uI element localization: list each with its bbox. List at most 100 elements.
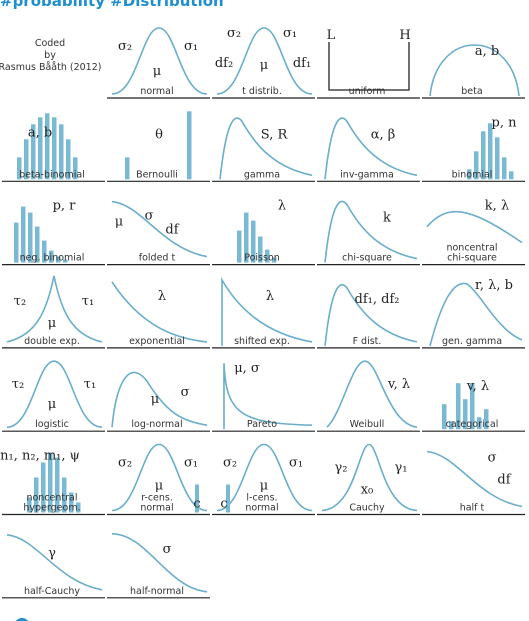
bar-icon: [24, 139, 29, 180]
bar-icon: [55, 457, 60, 513]
distribution-name: double exp.: [24, 336, 80, 347]
parameter-label: μ: [151, 392, 159, 407]
parameter-label: n₁, n₂, m₁, ψ: [0, 449, 80, 464]
density-curve: [219, 117, 313, 180]
distribution-name: shifted exp.: [234, 336, 290, 347]
bar-icon: [27, 497, 32, 513]
distribution-name: uniform: [349, 86, 386, 97]
credit: by: [44, 50, 56, 61]
distribution-name: exponential: [129, 336, 185, 347]
bar-icon: [484, 409, 489, 430]
density-curve: [223, 363, 313, 430]
distribution-cell: λ exponential: [107, 281, 210, 349]
parameter-label: v, λ: [387, 377, 410, 392]
parameter-label: μ: [260, 479, 268, 494]
bar-icon: [125, 157, 130, 180]
distribution-cell: v, λ Weibull: [317, 360, 420, 432]
distribution-cell: σ₂ μ σ₁ normal: [107, 27, 210, 99]
bar-icon: [488, 123, 493, 180]
distribution-cell: σdf half t: [422, 451, 525, 516]
distribution-cell: σ half-normal: [107, 532, 210, 599]
parameter-label: r, λ, b: [475, 278, 513, 293]
bar-icon: [63, 259, 68, 263]
parameter-label: μ: [48, 316, 56, 331]
bar-icon: [34, 477, 39, 513]
distribution-name: Poisson: [244, 253, 280, 264]
parameter-label: λ: [278, 199, 286, 214]
bar-icon: [28, 212, 33, 263]
bar-icon: [456, 383, 461, 430]
distribution-cell: v, λ categorical: [422, 379, 525, 432]
density-curve: [324, 283, 418, 346]
distribution-name: half-Cauchy: [24, 586, 80, 597]
bar-icon: [481, 131, 486, 180]
bar-icon: [265, 249, 270, 263]
distribution-cell: λ shifted exp.: [212, 276, 315, 349]
bar-icon: [62, 477, 67, 513]
parameter-label: σ₂: [223, 456, 237, 471]
parameter-label: τ₁: [84, 377, 96, 392]
distribution-name: beta: [461, 86, 482, 97]
distribution-cell: r, λ, b gen. gamma: [422, 278, 525, 349]
bar-icon: [14, 222, 19, 263]
density-curve: [426, 210, 523, 244]
parameter-label: σ₁: [289, 456, 303, 471]
parameter-label: μ: [115, 215, 123, 230]
distribution-name: folded t: [139, 253, 176, 264]
parameter-label: σ₁: [283, 26, 297, 41]
bar-icon: [41, 462, 46, 513]
distribution-name: gen. gamma: [442, 336, 502, 347]
parameter-label: γ₂: [335, 461, 348, 476]
distribution-name: Pareto: [247, 419, 277, 430]
density-curve: [326, 360, 418, 428]
distribution-cell: μ σ log-normal: [107, 371, 210, 432]
distribution-cell: p, r neg. binomial: [2, 199, 105, 266]
uniform-icon: [328, 42, 410, 91]
parameter-label: σ: [145, 209, 154, 224]
parameter-label: μ: [260, 58, 268, 73]
bar-icon: [258, 236, 263, 263]
density-curve: [429, 282, 523, 347]
distribution-name: logistic: [35, 419, 69, 430]
bar-icon: [76, 502, 81, 513]
credit: Rasmus Bååth (2012): [0, 62, 101, 73]
parameter-label: τ₂: [12, 377, 24, 392]
bar-icon: [38, 117, 43, 180]
bar-icon: [187, 111, 192, 180]
bar-icon: [467, 169, 472, 180]
distribution-cell: a, b beta: [422, 44, 525, 99]
density-curve: [111, 443, 208, 512]
parameter-label: L: [327, 28, 336, 43]
bar-icon: [73, 157, 78, 180]
density-curve: [111, 371, 208, 428]
parameter-label: k: [383, 211, 391, 226]
density-curve: [324, 117, 418, 180]
density-curve: [221, 276, 313, 346]
header-title: #probability #Distribution: [0, 0, 224, 10]
parameter-label: df₁, df₂: [355, 292, 400, 307]
distribution-cell: σ₂ σ₁ df₂ μ df₁ t distrib.: [212, 26, 315, 99]
parameter-label: p, r: [53, 199, 77, 214]
parameter-label: σ: [181, 385, 190, 400]
bar-icon: [56, 256, 61, 263]
bar-icon: [495, 137, 500, 180]
bar-icon: [474, 151, 479, 180]
parameter-label: θ: [155, 127, 163, 142]
density-curve: [429, 44, 520, 97]
bar-icon: [59, 124, 64, 180]
parameter-label: c: [193, 497, 200, 512]
parameter-label: τ₂: [14, 294, 26, 309]
distribution-name: r-cens.: [141, 493, 173, 504]
parameter-label: df: [497, 473, 511, 488]
distribution-cell: σ₂ σ₁ μ c r-cens.normal: [107, 443, 210, 516]
bar-icon: [449, 421, 454, 430]
bar-icon: [66, 139, 71, 180]
distribution-cell: σ₂ σ₁ μ c l-cens.normal: [212, 443, 315, 516]
distribution-cell: γ₂ γ₁ x₀ Cauchy: [317, 443, 420, 516]
distribution-name: l-cens.: [246, 493, 277, 504]
distribution-name: log-normal: [131, 419, 182, 430]
distribution-name: binomial: [452, 169, 493, 180]
